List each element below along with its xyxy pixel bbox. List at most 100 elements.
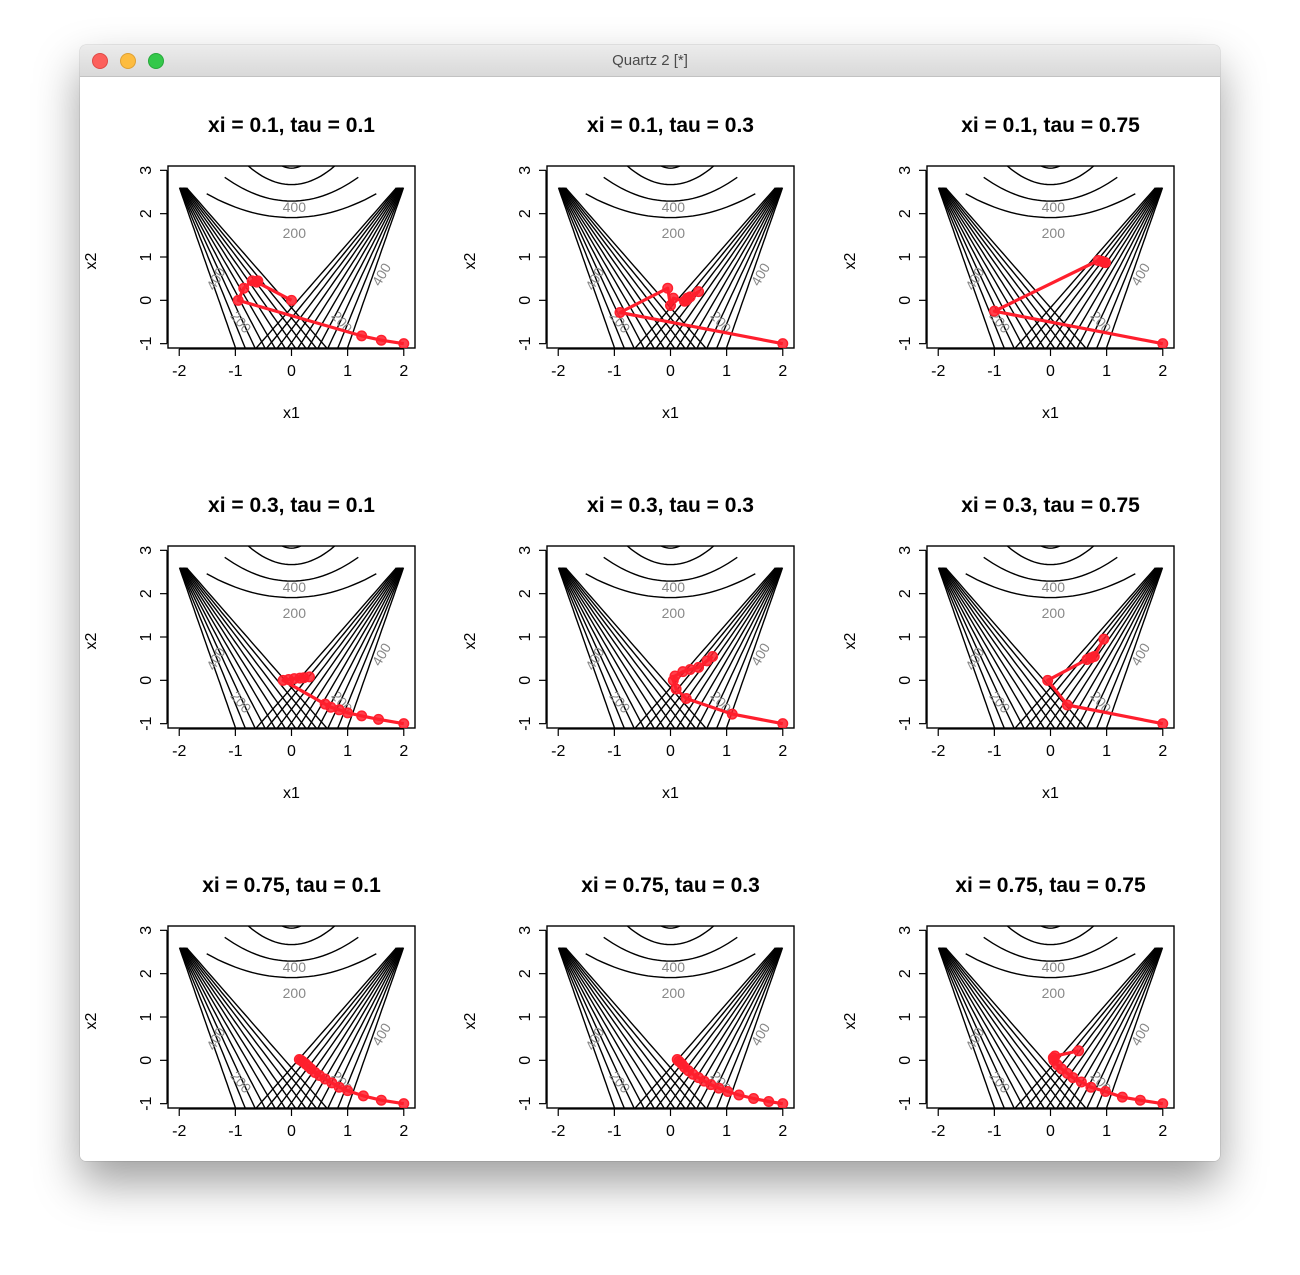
plot-frame bbox=[926, 545, 1175, 729]
y-tick-label: 1 bbox=[517, 252, 534, 261]
contour-line-left bbox=[178, 947, 237, 1108]
plot-frame bbox=[926, 165, 1175, 349]
path-point bbox=[1088, 651, 1100, 663]
x-tick-label: 0 bbox=[287, 363, 296, 380]
contour-line-right bbox=[644, 567, 778, 728]
panel-5: xi = 0.3, tau = 0.3400200400200400200-2-… bbox=[462, 494, 795, 802]
contour-lines bbox=[178, 926, 405, 1108]
path-point bbox=[726, 708, 738, 720]
contour-label: 200 bbox=[283, 225, 307, 241]
x-axis-label: x1 bbox=[662, 785, 679, 802]
contour-label: 400 bbox=[962, 1024, 988, 1052]
contour-line-right bbox=[644, 947, 778, 1108]
y-tick-label: 2 bbox=[897, 209, 914, 218]
panel-title: xi = 0.75, tau = 0.1 bbox=[202, 874, 381, 897]
panel-4: xi = 0.3, tau = 0.1400200400200400200-2-… bbox=[83, 494, 416, 802]
contour-line-left bbox=[942, 187, 1066, 348]
contour-line-top bbox=[659, 166, 682, 169]
contour-line-left bbox=[561, 187, 676, 348]
contour-label: 200 bbox=[986, 688, 1013, 716]
y-axis-label: x2 bbox=[462, 632, 479, 649]
x-tick-label: 1 bbox=[1102, 1123, 1111, 1140]
contour-line-right bbox=[255, 567, 398, 728]
optimizer-path bbox=[671, 1053, 789, 1108]
contour-line-right bbox=[1096, 567, 1163, 728]
path-point bbox=[293, 1053, 305, 1065]
y-tick-label: -1 bbox=[897, 716, 914, 730]
contour-line-left bbox=[181, 947, 286, 1108]
y-tick-label: 3 bbox=[897, 546, 914, 555]
optimizer-path bbox=[293, 1053, 410, 1108]
contour-line-left bbox=[180, 187, 266, 348]
x-tick-label: 1 bbox=[722, 363, 731, 380]
path-point bbox=[693, 286, 705, 298]
contour-line-top bbox=[247, 166, 336, 186]
contour-line-right bbox=[696, 187, 782, 348]
contour-label: 200 bbox=[662, 985, 686, 1001]
path-point bbox=[707, 651, 719, 663]
x-tick-label: -1 bbox=[228, 1123, 242, 1140]
y-tick-label: -1 bbox=[517, 716, 534, 730]
contour-line-left bbox=[940, 947, 1045, 1108]
contour-label: 200 bbox=[1042, 985, 1066, 1001]
y-tick-label: 3 bbox=[897, 926, 914, 935]
contour-line-right bbox=[644, 187, 778, 348]
contour-line-top bbox=[1006, 926, 1095, 946]
contour-line-left bbox=[557, 947, 616, 1108]
contour-line-top bbox=[965, 193, 1136, 219]
x-tick-label: 2 bbox=[399, 1123, 408, 1140]
path-point bbox=[356, 330, 368, 342]
contour-line-right bbox=[634, 567, 777, 728]
close-button[interactable] bbox=[92, 53, 108, 69]
contour-line-right bbox=[1105, 187, 1164, 348]
y-tick-label: 3 bbox=[517, 926, 534, 935]
contour-line-left bbox=[180, 947, 266, 1108]
x-tick-label: 0 bbox=[287, 743, 296, 760]
contour-label: 200 bbox=[662, 605, 686, 621]
path-point bbox=[777, 1098, 789, 1108]
contour-line-top bbox=[1039, 926, 1062, 929]
contour-line-left bbox=[179, 567, 256, 728]
path-point bbox=[1098, 633, 1110, 645]
contour-line-right bbox=[297, 187, 402, 348]
contour-line-left bbox=[939, 947, 1025, 1108]
contour-line-left bbox=[558, 187, 625, 348]
zoom-button[interactable] bbox=[148, 53, 164, 69]
contour-line-right bbox=[676, 947, 781, 1108]
contour-line-right bbox=[1086, 567, 1163, 728]
contour-line-right bbox=[265, 187, 399, 348]
contour-line-top bbox=[247, 926, 336, 946]
y-axis-label: x2 bbox=[842, 632, 859, 649]
path-point bbox=[763, 1096, 775, 1108]
path-point bbox=[285, 294, 297, 306]
x-tick-label: -1 bbox=[607, 1123, 621, 1140]
contour-line-top bbox=[659, 926, 682, 929]
contour-line-top bbox=[603, 176, 738, 202]
contour-label: 200 bbox=[986, 1068, 1013, 1096]
y-tick-label: 1 bbox=[517, 632, 534, 641]
x-tick-label: 1 bbox=[1102, 743, 1111, 760]
y-tick-label: 1 bbox=[517, 1012, 534, 1021]
y-tick-label: 0 bbox=[517, 296, 534, 305]
contour-line-right bbox=[327, 187, 404, 348]
optimizer-path bbox=[1042, 633, 1169, 728]
path-point bbox=[1157, 338, 1169, 348]
contour-line-left bbox=[180, 567, 266, 728]
path-point bbox=[251, 276, 263, 288]
optimizer-path bbox=[1047, 1045, 1169, 1108]
title-bar[interactable]: Quartz 2 [*] bbox=[80, 45, 1220, 77]
contour-line-top bbox=[965, 573, 1136, 599]
contour-line-top bbox=[626, 926, 715, 946]
path-point bbox=[398, 338, 410, 348]
path-point bbox=[1098, 256, 1110, 268]
contour-line-right bbox=[346, 187, 405, 348]
x-tick-label: 2 bbox=[399, 743, 408, 760]
contour-line-left bbox=[184, 567, 318, 728]
contour-line-left bbox=[179, 947, 246, 1108]
contour-line-left bbox=[561, 947, 676, 1108]
y-tick-label: -1 bbox=[897, 1096, 914, 1110]
minimize-button[interactable] bbox=[120, 53, 136, 69]
y-tick-label: -1 bbox=[517, 1096, 534, 1110]
y-tick-label: -1 bbox=[138, 336, 155, 350]
path-point bbox=[1157, 1098, 1169, 1108]
